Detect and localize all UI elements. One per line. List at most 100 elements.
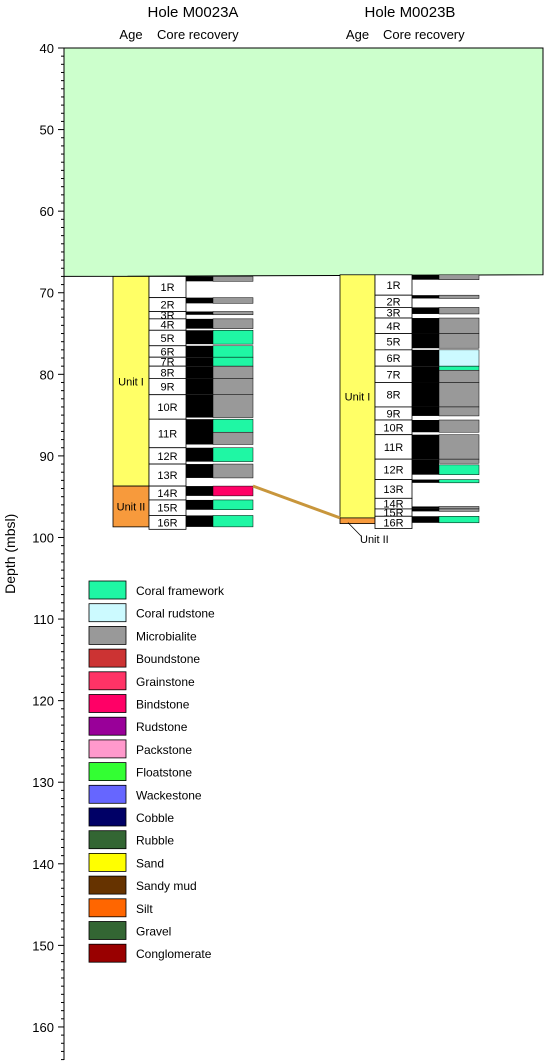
tick-label: 80: [40, 367, 54, 382]
core-box: [374, 434, 413, 460]
core-label: 2R: [160, 300, 174, 312]
lithology-interval: [438, 506, 480, 510]
hole-m0023a: Hole M0023A Age Core recovery Unit I Unit II…: [112, 4, 254, 530]
lithology-interval: [438, 333, 480, 349]
recovery-bar: [412, 295, 439, 299]
core-label: 8R: [386, 390, 400, 402]
lithology-interval: [212, 463, 254, 479]
legend-label: Rudstone: [136, 720, 188, 734]
lithology-interval: [438, 508, 480, 512]
tick-label: 40: [40, 41, 54, 56]
tick-label: 120: [32, 694, 54, 709]
lithology-interval: [438, 464, 480, 475]
legend-swatch: [88, 603, 127, 623]
legend-swatch: [88, 853, 127, 872]
legend-label: Floatstone: [136, 766, 192, 780]
recovery-bar: [412, 333, 439, 349]
core-label: 9R: [160, 382, 174, 394]
recovery-bar: [186, 378, 213, 395]
tick-label: 90: [40, 449, 54, 464]
recovery-bar: [412, 516, 439, 523]
legend-label: Silt: [136, 902, 153, 916]
lithology-interval: [438, 365, 480, 371]
legend-label: Microbialite: [136, 629, 197, 643]
recovery-bar: [412, 274, 439, 280]
core-label: 5R: [386, 337, 400, 349]
recovery-bar: [186, 447, 213, 462]
unit-bar: [339, 517, 376, 525]
lithology-interval: [212, 378, 254, 395]
recovery-bar: [186, 394, 213, 418]
lithology-interval: [212, 318, 254, 329]
lithology-interval: [438, 406, 480, 417]
core-label: 9R: [386, 408, 400, 420]
tick-label: 140: [32, 857, 54, 872]
recovery-bar: [186, 515, 213, 527]
recovery-bar: [186, 499, 213, 510]
lithology-interval: [212, 365, 254, 379]
legend-swatch: [88, 716, 127, 736]
tick-label: 60: [40, 204, 54, 219]
recovery-bar: [412, 459, 439, 475]
legend-label: Sand: [136, 856, 164, 870]
core-label: 11R: [158, 428, 177, 440]
core-box: [374, 382, 413, 408]
core-label: 6R: [386, 353, 400, 365]
lithology-interval: [438, 369, 480, 383]
axis-label: Depth (mbsl): [2, 514, 18, 594]
core-label: 2R: [386, 296, 400, 308]
lithology-interval: [212, 447, 254, 462]
unit2-leader-line: [347, 522, 362, 537]
lithology-interval: [438, 419, 480, 433]
core-box: [148, 394, 187, 420]
legend-label: Packstone: [136, 743, 192, 757]
lithology-interval: [212, 418, 254, 433]
lithology-interval: [438, 479, 480, 484]
recovery-bar: [186, 419, 213, 445]
lithology-interval: [438, 349, 480, 367]
recovery-bar: [186, 311, 213, 315]
hole-m0023b: Hole M0023B Age Core recovery Unit I 1R 2R3R4…: [339, 4, 480, 529]
tick-label: 70: [40, 286, 54, 301]
unit2-callout: Unit II: [360, 534, 389, 546]
legend-swatch: [88, 898, 127, 918]
recovery-bar: [186, 366, 213, 379]
age-header: Age: [119, 27, 142, 42]
legend-label: Grainstone: [136, 675, 195, 689]
legend-swatch: [88, 671, 127, 691]
recovery-header: Core recovery: [383, 27, 465, 42]
tick-label: 130: [32, 775, 54, 790]
legend-swatch: [88, 807, 127, 827]
legend-label: Gravel: [136, 925, 171, 939]
recovery-bar: [412, 349, 439, 367]
tick-label: 150: [32, 938, 54, 953]
recovery-bar: [186, 486, 213, 496]
legend-label: Rubble: [136, 834, 174, 848]
legend-label: Sandy mud: [136, 879, 197, 893]
legend-label: Coral framework: [136, 584, 225, 598]
lithology-interval: [212, 356, 254, 367]
recovery-header: Core recovery: [157, 27, 239, 42]
lithology-legend: Coral framework Coral rudstone Microbialit…: [88, 580, 225, 963]
lithology-interval: [212, 276, 254, 282]
legend-label: Conglomerate: [136, 947, 212, 961]
lithology-interval: [438, 516, 480, 524]
unit-bar: [112, 276, 150, 487]
lithology-interval: [212, 311, 254, 316]
hole-title: Hole M0023B: [365, 4, 456, 21]
unit-label: Unit I: [345, 391, 371, 403]
core-label: 1R: [386, 280, 400, 292]
core-label: 12R: [383, 464, 403, 476]
core-label: 13R: [157, 470, 177, 482]
legend-label: Cobble: [136, 811, 174, 825]
legend-swatch: [88, 921, 127, 940]
legend-swatch: [88, 943, 127, 963]
core-label: 7R: [160, 357, 174, 369]
core-label: 8R: [160, 367, 174, 379]
hole-title: Hole M0023A: [148, 4, 239, 21]
core-label: 15R: [157, 503, 177, 515]
legend-swatch: [88, 648, 127, 668]
core-label: 4R: [386, 321, 400, 333]
age-header: Age: [346, 27, 369, 42]
